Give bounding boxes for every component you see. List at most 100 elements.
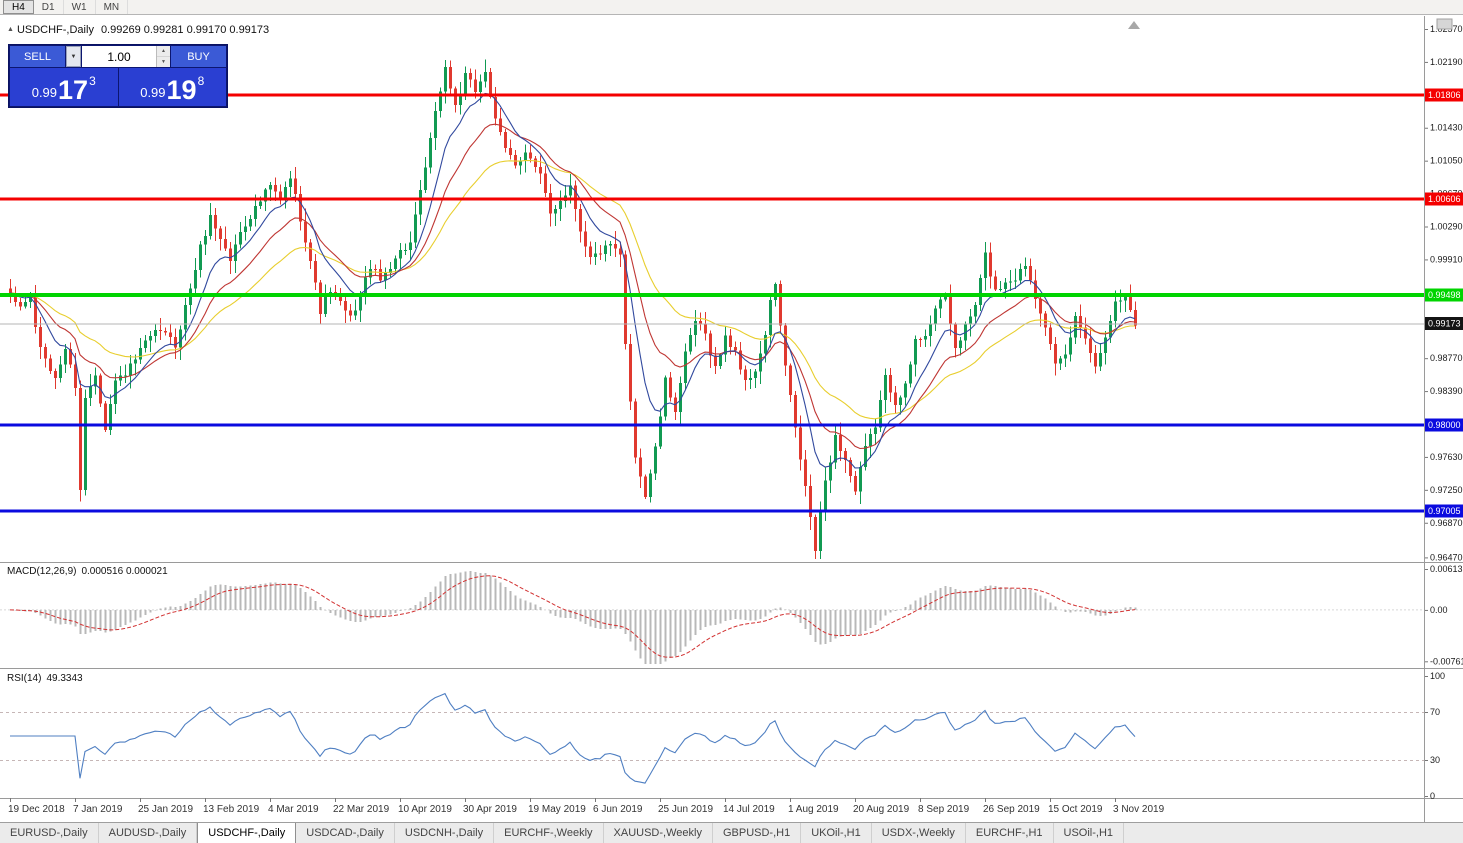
chart-legend: ▲ USDCHF-,Daily 0.99269 0.99281 0.99170 0.… [7,24,269,36]
price-axis[interactable]: 1.025701.021901.014301.010501.006701.002… [1425,24,1463,801]
candlesticks [9,59,1137,559]
macd-signal-line [9,575,1136,658]
date-label: 6 Jun 2019 [593,804,643,815]
symbol-tab-GBPUSD-H1[interactable]: GBPUSD-,H1 [713,823,802,843]
date-label: 14 Jul 2019 [723,804,775,815]
symbol-tab-USDCHF-Daily[interactable]: USDCHF-,Daily [197,823,297,843]
timeframe-button-H4[interactable]: H4 [3,0,34,14]
date-label: 4 Mar 2019 [268,804,319,815]
spin-down-icon[interactable]: ▼ [157,57,170,67]
price-tick-label: 1.00290 [1430,221,1463,231]
date-label: 22 Mar 2019 [333,804,390,815]
time-axis[interactable]: 19 Dec 2018 7 Jan 2019 25 Jan 2019 13 Feb 2… [8,798,1165,815]
symbol-tab-USDCAD-Daily[interactable]: USDCAD-,Daily [296,823,395,843]
chart-ohlc-values: 0.99269 0.99281 0.99170 0.99173 [100,24,270,36]
macd-tick-label: -0.007612 [1430,656,1463,666]
rsi-name: RSI(14) [7,673,42,684]
macd-tick-label: 0.00 [1430,605,1448,615]
chart-symbol-period: USDCHF-,Daily [16,24,94,36]
level-price-badge: 0.99498 [1428,290,1461,300]
symbol-tab-EURCHF-H1[interactable]: EURCHF-,H1 [966,823,1054,843]
date-label: 3 Nov 2019 [1113,804,1165,815]
rsi-tick-label: 100 [1430,671,1445,681]
timeframe-toolbar: H4 D1 W1 MN [0,0,1463,15]
chevron-down-icon: ▼ [70,53,77,60]
date-label: 19 Dec 2018 [8,804,65,815]
macd-tick-label: 0.00613 [1430,564,1463,574]
date-label: 10 Apr 2019 [398,804,452,815]
price-tick-label: 0.96870 [1430,518,1463,528]
price-tick-label: 0.97250 [1430,485,1463,495]
symbol-tab-XAUUSD-Weekly[interactable]: XAUUSD-,Weekly [604,823,713,843]
lot-spinner: ▲ ▼ [156,46,170,67]
buy-button[interactable]: BUY [171,46,226,67]
symbol-tab-USDCNH-Daily[interactable]: USDCNH-,Daily [395,823,495,843]
rsi-tick-label: 70 [1430,707,1440,717]
date-label: 30 Apr 2019 [463,804,517,815]
macd-values: 0.000516 0.000021 [81,566,168,577]
date-label: 26 Sep 2019 [983,804,1040,815]
macd-indicator-label: MACD(12,26,9) 0.000516 0.000021 [7,566,168,577]
price-tick-label: 0.97630 [1430,452,1463,462]
date-label: 25 Jan 2019 [138,804,193,815]
symbol-tab-USDX-Weekly[interactable]: USDX-,Weekly [872,823,966,843]
panel-separators [0,16,1463,822]
level-price-badge: 1.00606 [1428,194,1461,204]
price-tick-label: 0.96470 [1430,552,1463,562]
timeframe-button-MN[interactable]: MN [96,0,129,14]
timeframe-button-W1[interactable]: W1 [64,0,96,14]
date-label: 25 Jun 2019 [658,804,713,815]
ma-line-medium [9,123,1136,450]
rsi-tick-label: 0 [1430,791,1435,801]
lot-size-input[interactable]: 1.00 ▲ ▼ [82,46,170,67]
date-label: 15 Oct 2019 [1048,804,1103,815]
date-label: 1 Aug 2019 [788,804,839,815]
price-badges: 1.01806 1.00606 0.99498 0.98000 0.97005 0.991… [1425,88,1463,518]
sell-price-base: 0.99 [31,85,58,100]
rsi-indicator-label: RSI(14) 49.3343 [7,673,83,684]
date-label: 8 Sep 2019 [918,804,970,815]
sell-price-pips: 17 [58,75,89,105]
timeframe-button-D1[interactable]: D1 [34,0,64,14]
symbol-tab-EURUSD-Daily[interactable]: EURUSD-,Daily [0,823,99,843]
date-label: 20 Aug 2019 [853,804,910,815]
rsi-line [10,692,1136,784]
rsi-tick-label: 30 [1430,755,1440,765]
price-tick-label: 1.01050 [1430,156,1463,166]
sell-price-button[interactable]: 0.99 17 3 [10,68,118,106]
date-label: 7 Jan 2019 [73,804,123,815]
rsi-value: 49.3343 [46,673,83,684]
buy-price-base: 0.99 [140,85,166,100]
symbol-tab-UKOil-H1[interactable]: UKOil-,H1 [801,823,872,843]
macd-histogram [14,571,1137,664]
price-tick-label: 0.98770 [1430,353,1463,363]
sell-button[interactable]: SELL [10,46,65,67]
level-price-badge: 0.98000 [1428,420,1461,430]
symbol-tab-AUDUSD-Daily[interactable]: AUDUSD-,Daily [99,823,198,843]
sell-price-point: 3 [89,74,96,88]
symbol-tab-EURCHF-Weekly[interactable]: EURCHF-,Weekly [494,823,604,843]
spin-up-icon[interactable]: ▲ [157,46,170,57]
axis-corner-button[interactable] [1436,18,1453,30]
ma-line-fast [9,92,1136,469]
buy-price-pips: 19 [166,75,197,105]
price-tick-label: 0.99910 [1430,254,1463,264]
macd-name: MACD(12,26,9) [7,566,77,577]
lot-size-value: 1.00 [107,49,131,64]
level-price-badge: 1.01806 [1428,90,1461,100]
current-price-badge: 0.99173 [1428,318,1461,328]
price-tick-label: 1.02190 [1430,57,1463,67]
one-click-trading-panel: SELL ▼ 1.00 ▲ ▼ BUY 0.99 17 3 0.99 19 [8,44,228,108]
date-label: 19 May 2019 [528,804,586,815]
price-tick-label: 0.98390 [1430,386,1463,396]
chart-shift-marker-icon[interactable] [1128,21,1140,29]
buy-price-point: 8 [197,74,205,88]
collapse-triangle-icon[interactable]: ▲ [7,26,14,33]
lot-dropdown-button[interactable]: ▼ [66,46,81,67]
symbol-tab-USOil-H1[interactable]: USOil-,H1 [1054,823,1125,843]
buy-price-button[interactable]: 0.99 19 8 [118,68,226,106]
chart-tab-bar: EURUSD-,Daily AUDUSD-,Daily USDCHF-,Daily U… [0,822,1463,843]
date-label: 13 Feb 2019 [203,804,260,815]
